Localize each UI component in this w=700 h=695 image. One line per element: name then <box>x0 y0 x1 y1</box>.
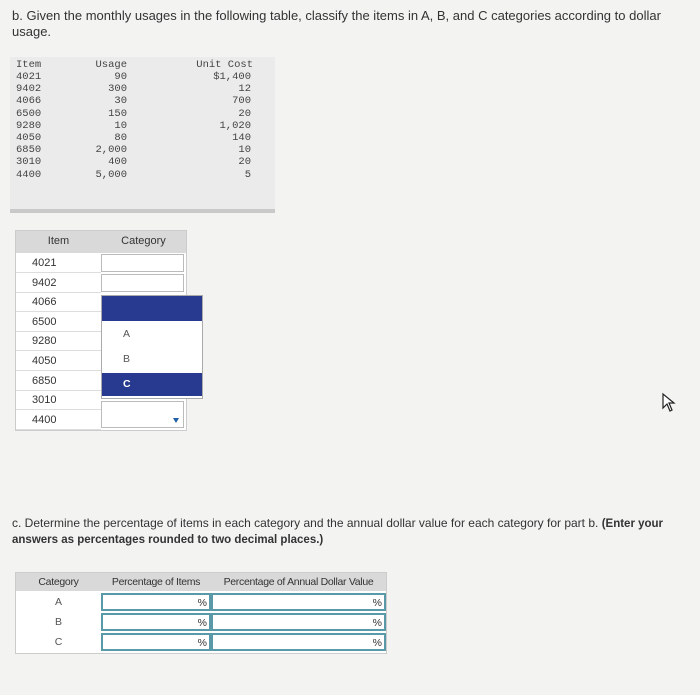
row-line <box>16 428 101 430</box>
column-header: Category <box>121 235 166 247</box>
table-cell: 4021 <box>16 71 42 83</box>
table-cell: 2,000 <box>95 144 127 157</box>
table-cell: 9402 <box>16 83 42 96</box>
item-label: 4021 <box>32 257 57 269</box>
table-cell: 300 <box>108 83 127 96</box>
percent-sign: % <box>372 617 382 629</box>
table-cell: 150 <box>108 107 127 120</box>
percent-sign: % <box>372 597 382 609</box>
row-line <box>16 291 101 293</box>
question-b: b. Given the monthly usages in the follo… <box>12 8 661 39</box>
column-header: Item <box>47 235 70 247</box>
table-cell: 10 <box>238 144 251 157</box>
item-label: 4050 <box>32 355 57 367</box>
table-cell: 30 <box>114 95 127 108</box>
category-label: A <box>54 596 62 608</box>
row-line <box>16 409 101 411</box>
table-cell: 4066 <box>16 95 42 108</box>
percent-input[interactable]: % <box>211 613 386 631</box>
result-table: Category Percentage of Items Percentage of… <box>15 572 387 654</box>
header-bg <box>16 231 186 253</box>
column-header: Usage <box>95 59 127 71</box>
row-line <box>16 389 101 391</box>
row-line <box>16 350 101 352</box>
percent-input[interactable]: % <box>101 633 211 651</box>
classify-table: Item Category 4021 9402 4066 6500 9280 4050 6850… <box>15 230 203 431</box>
table-cell: 140 <box>232 132 251 144</box>
table-cell: 20 <box>238 156 251 169</box>
question-c-instruction: (Enter your answers as percentages round… <box>12 518 664 546</box>
item-label: 4400 <box>32 413 57 426</box>
table-cell: $1,400 <box>213 71 251 83</box>
percent-input[interactable]: % <box>211 593 386 611</box>
data-table: Item Usage Unit Cost 4021 90 $1,400 9402 300 12 4… <box>10 57 275 213</box>
table-cell: 20 <box>238 107 251 120</box>
item-label: 9280 <box>32 335 57 348</box>
column-header: Item <box>16 59 42 71</box>
category-select[interactable] <box>101 401 184 428</box>
row-line <box>16 272 101 273</box>
percent-input[interactable]: % <box>211 633 386 651</box>
question-c: c. Determine the percentage of items in … <box>12 516 697 548</box>
percent-input[interactable]: % <box>101 613 211 631</box>
item-label: 6850 <box>32 374 57 387</box>
dropdown-option[interactable]: A <box>123 328 131 340</box>
column-header: Percentage of Items <box>111 576 201 588</box>
item-label: 9402 <box>32 276 57 289</box>
item-label: 4066 <box>32 296 57 309</box>
percent-input[interactable]: % <box>101 593 211 611</box>
table-cell: 4050 <box>16 132 42 144</box>
item-label: 6500 <box>32 315 57 328</box>
row-line <box>16 370 101 371</box>
percent-sign: % <box>197 637 207 649</box>
question-c-text: c. Determine the percentage of items in … <box>12 516 599 530</box>
table-cell: 1,020 <box>219 119 251 132</box>
row-line <box>16 330 101 332</box>
table-cell: 5,000 <box>95 168 127 181</box>
category-select[interactable] <box>101 273 184 292</box>
column-header: Unit Cost <box>196 59 253 71</box>
dropdown-option-blank[interactable] <box>102 296 202 321</box>
dropdown-arrow <box>173 418 179 423</box>
column-header: Percentage of Annual Dollar Value <box>223 576 374 588</box>
table-cell: 6500 <box>16 107 42 120</box>
header-bg <box>16 573 386 591</box>
table-cell: 3010 <box>16 156 42 169</box>
dropdown-option[interactable]: B <box>123 353 131 365</box>
row-line <box>16 311 101 313</box>
table-cell: 80 <box>114 132 127 144</box>
dropdown-option[interactable]: C <box>102 373 202 396</box>
table-cell: 12 <box>238 83 251 96</box>
table-cell: 90 <box>114 71 127 83</box>
column-header: Category <box>38 576 79 588</box>
percent-sign: % <box>197 617 207 629</box>
category-select[interactable] <box>101 254 184 272</box>
category-label: B <box>54 616 62 628</box>
table-cell: 700 <box>232 95 251 108</box>
table-cell: 5 <box>244 168 251 181</box>
percent-sign: % <box>372 637 382 649</box>
cursor-icon <box>662 392 676 412</box>
item-label: 3010 <box>32 394 57 407</box>
table-cell: 6850 <box>16 144 42 157</box>
table-cell: 9280 <box>16 119 42 132</box>
table-cell: 4400 <box>16 168 42 181</box>
category-label: C <box>54 636 63 648</box>
table-cell: 400 <box>108 156 127 169</box>
table-cell: 10 <box>114 119 127 132</box>
percent-sign: % <box>197 597 207 609</box>
